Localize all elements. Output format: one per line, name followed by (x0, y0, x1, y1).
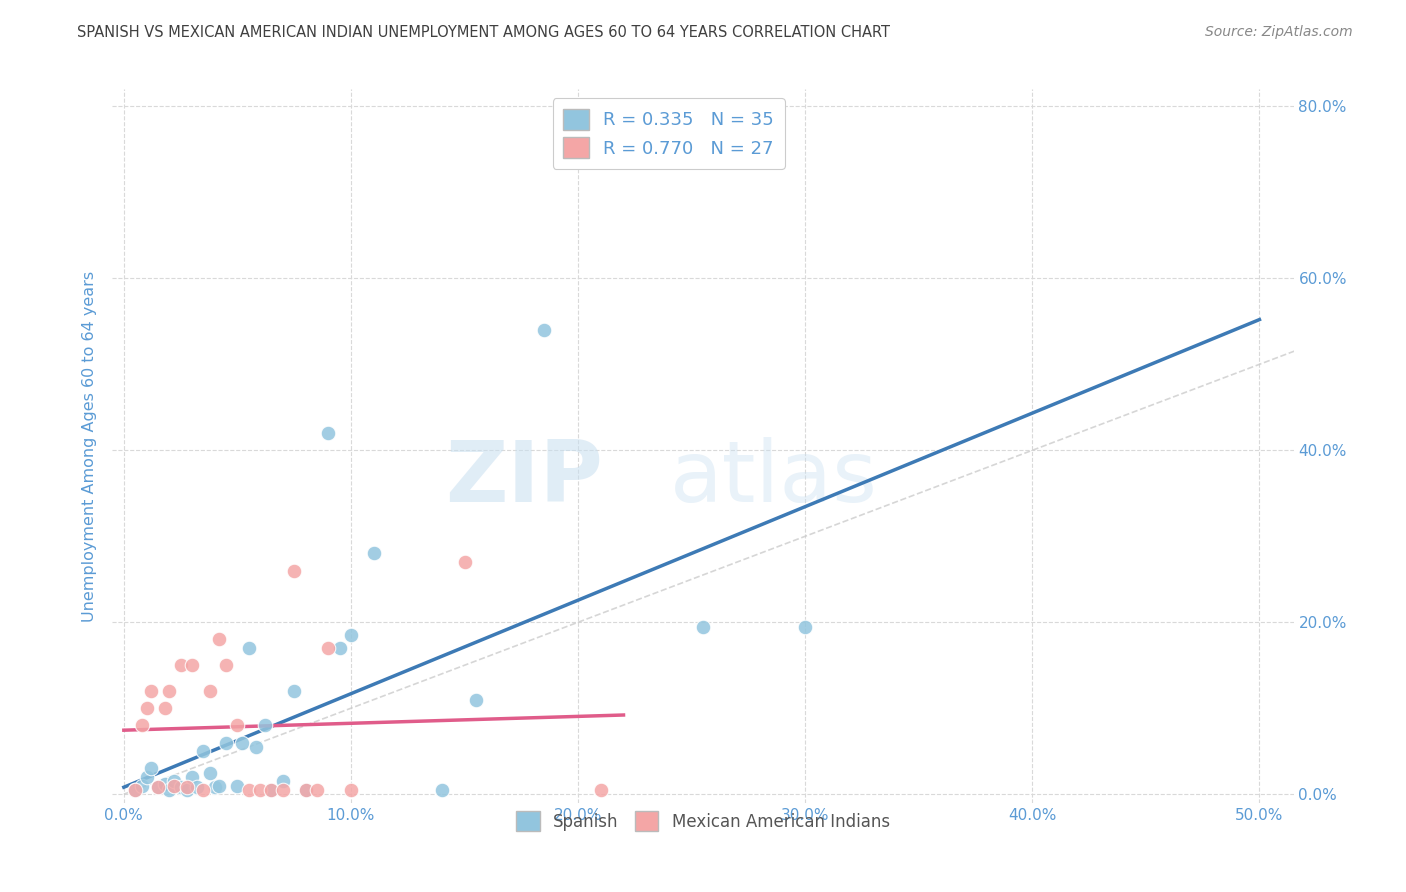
Point (329, 641, 352, 656)
Point (692, 619, 714, 633)
Point (464, 692, 486, 706)
Point (238, 641, 260, 656)
Text: atlas: atlas (669, 436, 877, 520)
Point (181, 658, 204, 673)
Point (124, 783, 146, 797)
Point (193, 744, 215, 758)
Point (271, 774, 294, 789)
Text: ZIP: ZIP (444, 436, 603, 520)
Point (153, 777, 176, 791)
Point (135, 770, 157, 784)
Point (163, 774, 186, 789)
Point (198, 765, 221, 780)
Point (283, 684, 305, 698)
Point (453, 555, 475, 569)
Point (589, 783, 612, 797)
Point (794, 619, 817, 633)
Point (139, 761, 162, 775)
Point (533, 323, 555, 337)
Point (169, 658, 191, 673)
Point (260, 783, 283, 797)
Point (208, 632, 231, 647)
Point (215, 658, 238, 673)
Point (430, 783, 453, 797)
Point (226, 779, 249, 793)
Point (294, 783, 316, 797)
Point (208, 779, 231, 793)
Point (283, 564, 305, 578)
Point (316, 641, 339, 656)
Point (186, 780, 208, 795)
Point (204, 780, 226, 795)
Point (157, 684, 180, 698)
Point (340, 783, 363, 797)
Point (305, 783, 328, 797)
Point (157, 783, 180, 797)
Point (146, 780, 169, 795)
Point (198, 684, 221, 698)
Text: Source: ZipAtlas.com: Source: ZipAtlas.com (1205, 25, 1353, 39)
Point (340, 628, 363, 642)
Point (363, 546, 385, 560)
Point (124, 783, 146, 797)
Point (260, 783, 283, 797)
Point (146, 780, 169, 795)
Y-axis label: Unemployment Among Ages 60 to 64 years: Unemployment Among Ages 60 to 64 years (82, 270, 97, 622)
Point (135, 701, 157, 715)
Point (169, 780, 191, 795)
Point (139, 684, 162, 698)
Point (131, 718, 153, 732)
Text: SPANISH VS MEXICAN AMERICAN INDIAN UNEMPLOYMENT AMONG AGES 60 TO 64 YEARS CORREL: SPANISH VS MEXICAN AMERICAN INDIAN UNEMP… (77, 25, 890, 40)
Point (163, 779, 186, 793)
Point (131, 779, 153, 793)
Point (245, 739, 267, 754)
Point (238, 783, 260, 797)
Point (153, 701, 176, 715)
Point (176, 783, 198, 797)
Point (231, 736, 253, 750)
Point (181, 770, 204, 784)
Point (176, 780, 198, 795)
Point (294, 783, 316, 797)
Point (253, 718, 276, 732)
Legend: Spanish, Mexican American Indians: Spanish, Mexican American Indians (509, 805, 897, 838)
Point (193, 783, 215, 797)
Point (316, 426, 339, 441)
Point (271, 783, 294, 797)
Point (226, 718, 249, 732)
Point (215, 736, 238, 750)
Point (249, 783, 271, 797)
